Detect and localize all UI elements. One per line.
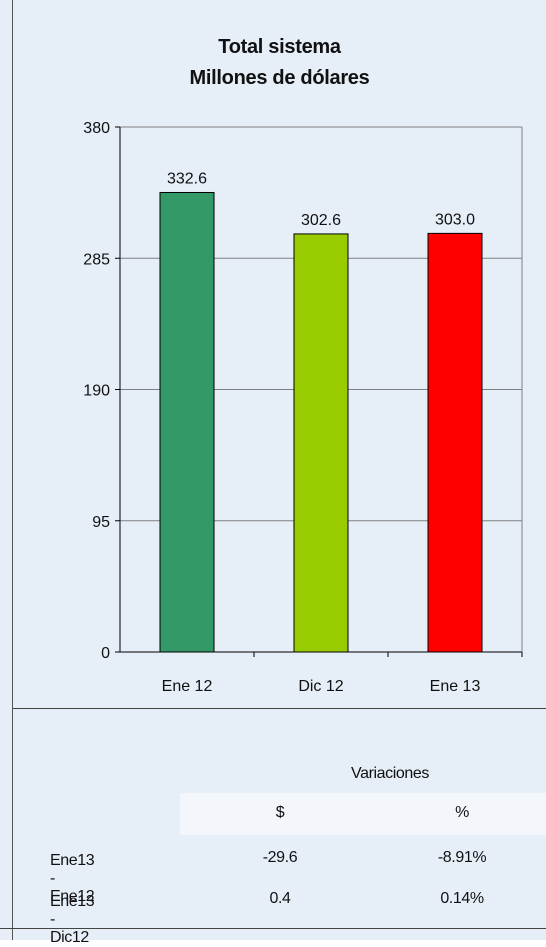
row-1-dollar: -29.6 (262, 849, 298, 866)
y-tick-label: 380 (83, 120, 110, 137)
left-border-strip (0, 0, 13, 940)
row-2-dollar: 0.4 (269, 890, 291, 907)
chart-title-line1: Total sistema (218, 36, 341, 58)
y-tick-label: 190 (83, 383, 110, 400)
variations-header-bg (180, 793, 546, 835)
bar-3 (427, 232, 483, 653)
y-tick-label: 0 (101, 645, 110, 662)
row-label-2: Ene13 - Dic12 (50, 893, 95, 946)
x-tick-label: Dic 12 (298, 678, 343, 695)
bar-value-label: 332.6 (167, 170, 207, 187)
bar-value-label: 302.6 (301, 212, 341, 229)
chart-title-line2: Millones de dólares (189, 67, 370, 89)
x-tick-label: Ene 13 (430, 678, 481, 695)
row-label-1: Ene13 - Ene12 (50, 852, 95, 905)
col-header-dollar: $ (275, 804, 285, 821)
bar-chart: 0 95 190 285 380 332.6 Ene 12 302.6 Dic 12 303.0 E… (83, 120, 523, 695)
bar-1 (159, 191, 215, 653)
y-tick-label: 95 (92, 514, 110, 531)
x-tick-label: Ene 12 (162, 678, 213, 695)
row-1-percent: -8.91% (437, 849, 487, 866)
bar-2 (293, 233, 349, 653)
col-header-percent: % (455, 804, 469, 821)
y-tick-label: 285 (83, 251, 110, 268)
bottom-divider (0, 928, 546, 929)
bar-value-label: 303.0 (435, 211, 475, 228)
row-2-percent: 0.14% (440, 890, 484, 907)
variations-title: Variaciones (350, 765, 429, 782)
